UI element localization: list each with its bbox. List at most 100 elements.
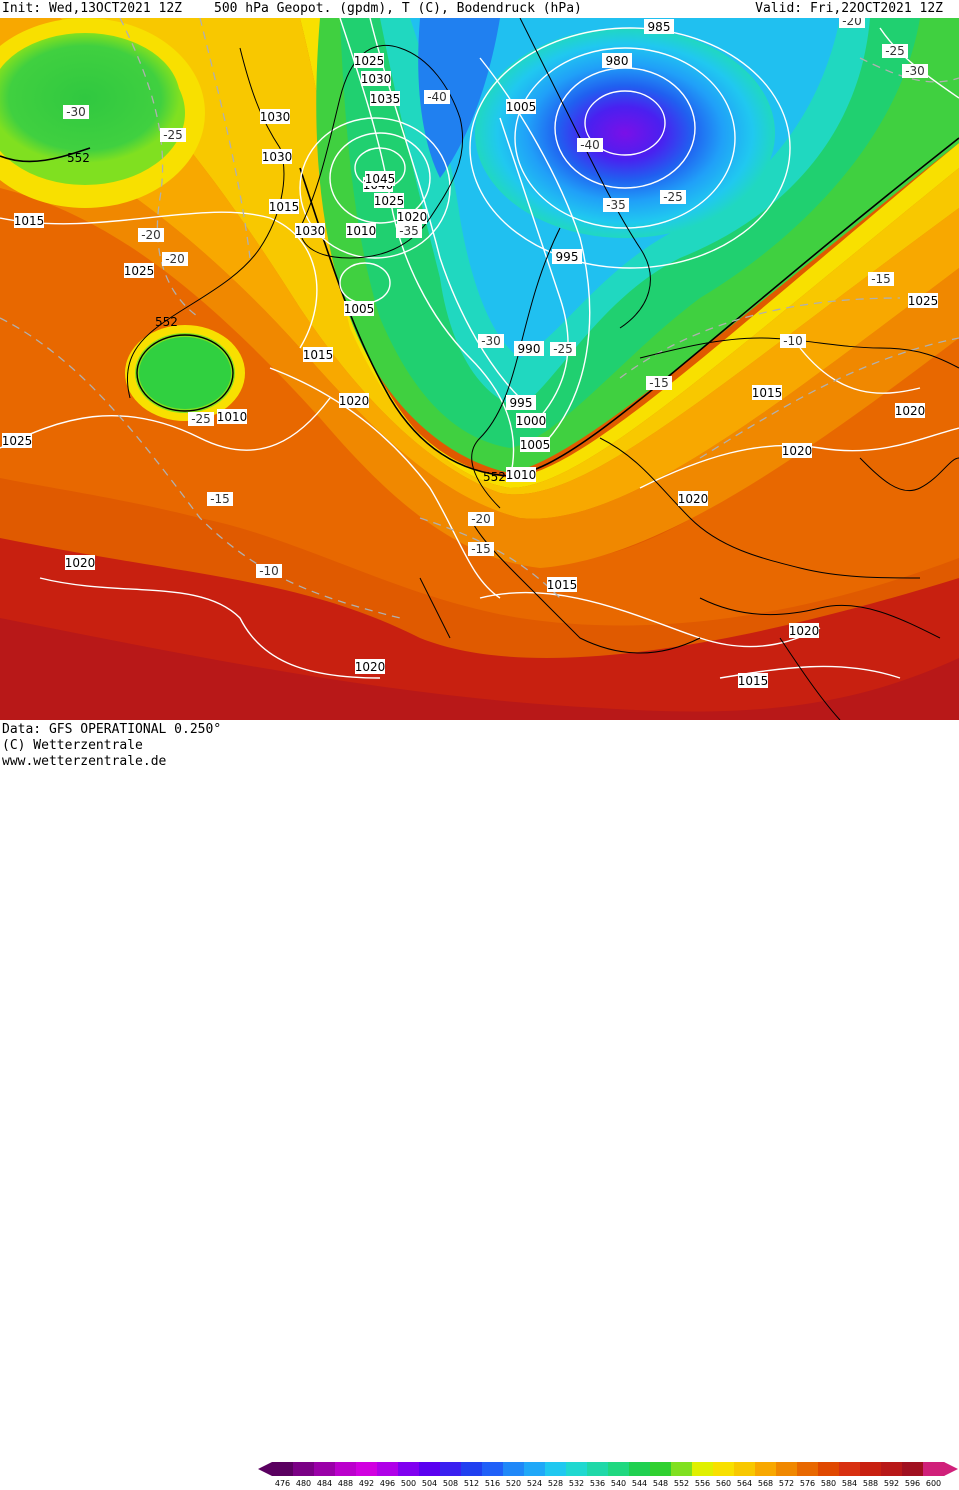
legend-swatch: [335, 1462, 357, 1476]
pressure-label-layer: 985 980 1025 1030 1035 1040 1045 1025 10…: [2, 19, 938, 688]
legend-tick-label: 568: [758, 1479, 773, 1488]
legend-tick-label: 556: [695, 1479, 710, 1488]
geopotential-label: 552: [155, 315, 178, 329]
pressure-label: 1020: [355, 660, 386, 674]
temperature-label: -30: [66, 105, 86, 119]
contour-552-cutoff: [136, 334, 234, 412]
legend-tick-label: 536: [590, 1479, 605, 1488]
website-link[interactable]: www.wetterzentrale.de: [2, 754, 167, 769]
temperature-label: -40: [580, 138, 600, 152]
pressure-label: 1015: [14, 214, 45, 228]
legend-tick-label: 504: [422, 1479, 437, 1488]
legend-tick-label: 516: [485, 1479, 500, 1488]
legend-tick-label: 544: [632, 1479, 647, 1488]
pressure-label: 1025: [2, 434, 33, 448]
temperature-label: -35: [399, 224, 419, 238]
legend-swatch: [314, 1462, 336, 1476]
pressure-label: 1010: [346, 224, 377, 238]
legend-tick-label: 496: [380, 1479, 395, 1488]
legend-tick-label: 540: [611, 1479, 626, 1488]
zone-568: [0, 18, 959, 519]
temperature-label: -15: [871, 272, 891, 286]
legend-swatch: [356, 1462, 378, 1476]
zone-564: [60, 18, 959, 495]
legend-swatch: [482, 1462, 504, 1476]
legend-tick-label: 564: [737, 1479, 752, 1488]
pressure-label: 1045: [365, 172, 396, 186]
legend-swatch: [839, 1462, 861, 1476]
cutoff-low-green: [139, 337, 231, 409]
temperature-label: -35: [606, 198, 626, 212]
pressure-label: 1015: [303, 348, 334, 362]
pressure-label: 1015: [752, 386, 783, 400]
temperature-label: -25: [885, 44, 905, 58]
legend-tick-label: 572: [779, 1479, 794, 1488]
legend-tick-label: 488: [338, 1479, 353, 1488]
pressure-label: 1035: [370, 92, 401, 106]
deep-low: [475, 28, 775, 238]
legend-tick-label: 476: [275, 1479, 290, 1488]
init-time-label: Init: Wed,13OCT2021 12Z: [2, 1, 183, 16]
legend-swatch: [713, 1462, 735, 1476]
temperature-label: -30: [481, 334, 501, 348]
legend-swatch: [671, 1462, 693, 1476]
legend-swatch: [776, 1462, 798, 1476]
zone-592: [0, 618, 959, 720]
pressure-label: 1000: [516, 414, 547, 428]
data-source-label: Data: GFS OPERATIONAL 0.250°: [2, 722, 222, 737]
legend-tick-label: 552: [674, 1479, 689, 1488]
temperature-label: -30: [905, 64, 925, 78]
pressure-label: 1015: [738, 674, 769, 688]
zone-576: [0, 158, 959, 626]
legend-swatch: [755, 1462, 777, 1476]
temperature-label: -25: [191, 412, 211, 426]
legend-swatch: [587, 1462, 609, 1476]
legend-tick-label: 524: [527, 1479, 542, 1488]
pressure-label: 1020: [895, 404, 926, 418]
legend-tick-label: 580: [821, 1479, 836, 1488]
pressure-label: 995: [510, 396, 533, 410]
isobars: [0, 18, 959, 679]
legend-tick-label: 560: [716, 1479, 731, 1488]
pressure-label: 1020: [339, 394, 370, 408]
legend-swatch: [608, 1462, 630, 1476]
temperature-label: -20: [141, 228, 161, 242]
legend-swatch: [461, 1462, 483, 1476]
parameters-label: 500 hPa Geopot. (gpdm), T (C), Bodendruc…: [214, 1, 582, 16]
legend-tick-label: 588: [863, 1479, 878, 1488]
temperature-label: -25: [663, 190, 683, 204]
pressure-label: 985: [648, 20, 671, 34]
pressure-label: 1030: [260, 110, 291, 124]
weather-map: 985 980 1025 1030 1035 1040 1045 1025 10…: [0, 18, 959, 720]
pressure-label: 995: [556, 250, 579, 264]
pressure-label: 1005: [506, 100, 537, 114]
legend-arrow-left: [258, 1462, 272, 1476]
pressure-label: 1025: [374, 194, 405, 208]
legend-tick-label: 520: [506, 1479, 521, 1488]
legend-swatch: [566, 1462, 588, 1476]
legend-swatch: [881, 1462, 903, 1476]
pressure-label: 1010: [506, 468, 537, 482]
pressure-label: 1005: [344, 302, 375, 316]
legend-swatch: [629, 1462, 651, 1476]
legend-tick-label: 492: [359, 1479, 374, 1488]
blue-greenland: [418, 18, 500, 178]
low-nw-green: [0, 33, 180, 163]
temperature-label: -15: [471, 542, 491, 556]
copyright-label: (C) Wetterzentrale: [2, 738, 143, 753]
legend-tick-label: 528: [548, 1479, 563, 1488]
temperature-label: -20: [842, 18, 862, 28]
geopotential-label: 552: [67, 151, 90, 165]
legend-swatch: [545, 1462, 567, 1476]
pressure-label: 1025: [124, 264, 155, 278]
legend-tick-label: 508: [443, 1479, 458, 1488]
pressure-label: 1020: [782, 444, 813, 458]
legend-tick-label: 484: [317, 1479, 332, 1488]
temperature-label-layer: -20 -25 -30 -30 -25 -40 -40 -35 -35 -25 …: [63, 18, 928, 578]
legend-swatch: [818, 1462, 840, 1476]
legend-tick-label: 576: [800, 1479, 815, 1488]
pressure-label: 1030: [295, 224, 326, 238]
map-footer: Data: GFS OPERATIONAL 0.250° (C) Wetterz…: [0, 720, 959, 1488]
legend-swatch: [860, 1462, 882, 1476]
legend-tick-label: 480: [296, 1479, 311, 1488]
